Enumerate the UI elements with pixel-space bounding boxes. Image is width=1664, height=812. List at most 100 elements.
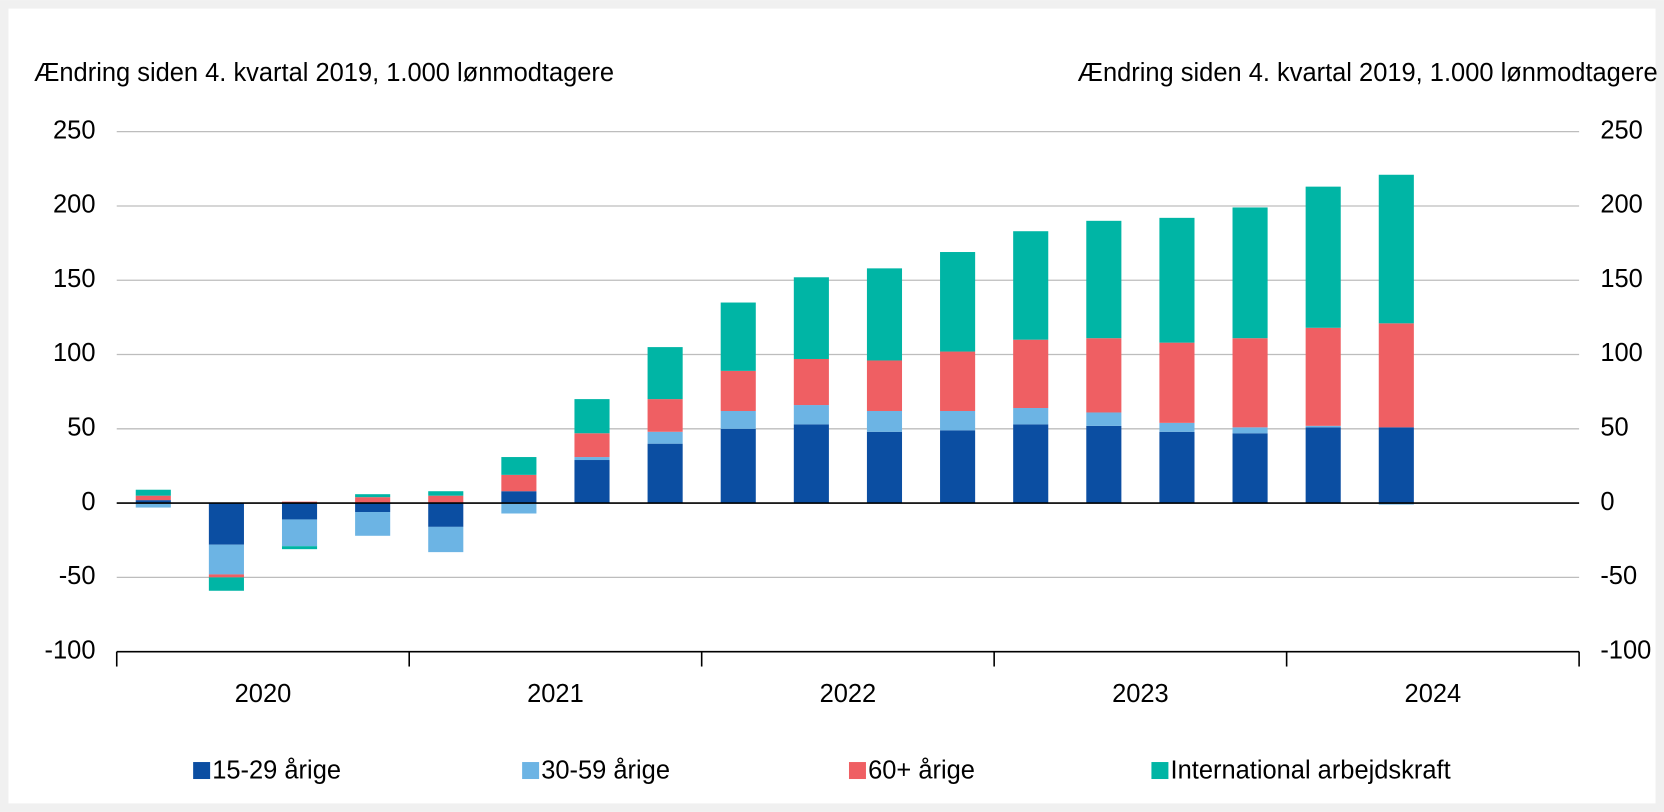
bar-segment xyxy=(720,302,756,371)
y2-tick-label: 0 xyxy=(1600,488,1614,516)
bar-segment xyxy=(1305,427,1341,504)
y2-tick-label: 50 xyxy=(1600,414,1628,442)
bar-segment xyxy=(1232,433,1268,504)
bar-segment xyxy=(1232,338,1268,428)
bar-segment xyxy=(355,503,391,513)
y2-tick-label: 200 xyxy=(1600,191,1642,219)
bar-segment xyxy=(720,428,756,504)
bar-segment xyxy=(208,577,244,591)
bar-segment xyxy=(574,399,610,434)
bar-segment xyxy=(501,457,537,475)
bar-segment xyxy=(1378,427,1414,504)
y-tick-label: 150 xyxy=(53,265,95,293)
bar-segment xyxy=(940,252,976,352)
bar-segment xyxy=(501,474,537,492)
bar-segment xyxy=(1013,339,1049,409)
bar-segment xyxy=(1086,425,1122,504)
bar-segment xyxy=(793,424,829,504)
bar-segment xyxy=(1232,207,1268,339)
bar-segment xyxy=(866,410,903,432)
bar-segment xyxy=(1305,186,1341,328)
y2-axis-title: Ændring siden 4. kvartal 2019, 1.000 løn… xyxy=(1078,59,1658,87)
legend-swatch xyxy=(522,762,540,780)
bar-segment xyxy=(1305,327,1341,426)
x-group-label: 2021 xyxy=(527,680,584,708)
bar-segment xyxy=(428,491,464,496)
bar-segment xyxy=(135,495,171,501)
bar-segment xyxy=(281,519,318,547)
bar-segment xyxy=(1086,220,1122,339)
y2-tick-label: 250 xyxy=(1600,116,1642,144)
bar-segment xyxy=(355,497,391,504)
bar-segment xyxy=(1086,412,1122,426)
bar-segment xyxy=(1013,408,1049,425)
bar-segment xyxy=(793,277,829,359)
x-group-label: 2022 xyxy=(820,680,877,708)
bar-segment xyxy=(281,503,318,520)
bar-segment xyxy=(1159,431,1195,504)
y-tick-label: 250 xyxy=(53,116,95,144)
bar-segment xyxy=(574,457,610,461)
bar-segment xyxy=(1013,424,1049,504)
bar-segment xyxy=(428,495,464,504)
bar-segment xyxy=(647,399,683,432)
bar-segment xyxy=(1013,231,1049,340)
bar-segment xyxy=(501,503,537,514)
bar-segment xyxy=(1086,338,1122,413)
y-tick-label: 200 xyxy=(53,191,95,219)
bar-segment xyxy=(720,410,756,429)
legend-swatch xyxy=(1151,762,1169,780)
bar-segment xyxy=(793,358,829,406)
y2-tick-label: -50 xyxy=(1600,562,1637,590)
y2-tick-label: 100 xyxy=(1600,339,1642,367)
bar-segment xyxy=(208,503,244,545)
bar-segment xyxy=(428,526,464,553)
bar-segment xyxy=(208,544,244,575)
bar-segment xyxy=(793,405,829,425)
bar-segment xyxy=(355,512,391,536)
y-tick-label: -100 xyxy=(45,636,96,664)
y2-tick-label: 150 xyxy=(1600,265,1642,293)
legend-label: 15-29 årige xyxy=(212,756,341,784)
bar-segment xyxy=(1159,217,1195,343)
bar-segment xyxy=(208,574,244,578)
bar-segment xyxy=(281,546,318,550)
bar-segment xyxy=(135,500,171,504)
bar-segment xyxy=(574,433,610,458)
bar-segment xyxy=(135,489,171,496)
bar-segment xyxy=(1232,427,1268,434)
bar-segment xyxy=(1159,422,1195,432)
y-tick-label: 100 xyxy=(53,339,95,367)
x-group-label: 2020 xyxy=(235,680,292,708)
legend-label: International arbejdskraft xyxy=(1171,756,1451,784)
legend-label: 60+ årige xyxy=(868,756,975,784)
y-tick-label: 50 xyxy=(67,414,95,442)
y-tick-label: -50 xyxy=(59,562,96,590)
bar-segment xyxy=(647,443,683,504)
bar-segment xyxy=(866,360,903,411)
bar-segment xyxy=(720,370,756,411)
bar-segment xyxy=(501,491,537,504)
bar-segment xyxy=(866,268,903,361)
x-group-label: 2024 xyxy=(1405,680,1462,708)
bar-segment xyxy=(940,351,976,411)
bar-segment xyxy=(1159,342,1195,423)
bar-segment xyxy=(135,503,171,508)
bar-segment xyxy=(355,494,391,498)
bar-segment xyxy=(647,347,683,400)
bar-segment xyxy=(1305,425,1341,428)
legend-label: 30-59 årige xyxy=(541,756,670,784)
bar-segment xyxy=(1378,174,1414,324)
bar-segment xyxy=(940,430,976,504)
bar-segment xyxy=(647,431,683,444)
y2-tick-label: -100 xyxy=(1600,636,1651,664)
bar-segment xyxy=(428,503,464,527)
bar-segment xyxy=(940,410,976,431)
bar-segment xyxy=(574,460,610,504)
legend-swatch xyxy=(193,762,211,780)
bar-segment xyxy=(866,431,903,504)
y-axis-title: Ændring siden 4. kvartal 2019, 1.000 løn… xyxy=(34,59,614,87)
x-group-label: 2023 xyxy=(1112,680,1169,708)
legend-swatch xyxy=(848,762,866,780)
